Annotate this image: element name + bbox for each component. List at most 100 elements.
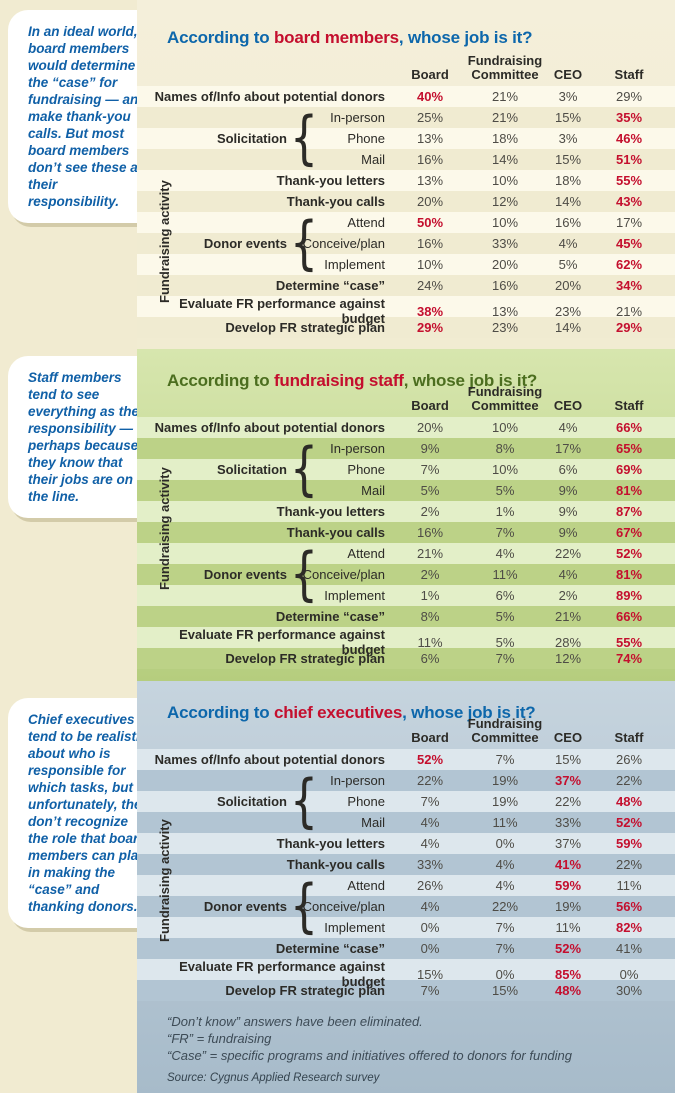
row-label: Thank-you calls [286, 525, 385, 540]
value-cell: 5% [495, 609, 515, 624]
value-cell: 17% [615, 215, 643, 230]
title-subject: fundraising staff [273, 371, 404, 391]
value-cell: 20% [416, 194, 444, 209]
row-label: Thank-you letters [276, 504, 385, 519]
value-cell: 21% [416, 546, 444, 561]
value-cell: 51% [615, 152, 643, 167]
value-cell: 20% [416, 420, 444, 435]
row-label: In-person [330, 110, 385, 125]
value-cell: 22% [615, 857, 643, 872]
value-cell: 0% [619, 966, 639, 982]
row-label: Attend [347, 878, 385, 893]
table-row: Conceive/plan 4% 22% 19% 56% [137, 896, 675, 917]
value-cell: 52% [416, 752, 444, 767]
row-label: Evaluate FR performance against budget [179, 959, 385, 989]
column-header-board: Board [411, 67, 449, 82]
value-cell: 4% [420, 815, 440, 830]
panel-title: According to fundraising staff, whose jo… [167, 371, 537, 391]
footnote-line: “Case” = specific programs and initiativ… [167, 1048, 573, 1063]
value-cell: 4% [558, 420, 578, 435]
row-label: Implement [324, 588, 385, 603]
value-cell: 14% [554, 320, 582, 335]
value-cell: 28% [554, 634, 582, 650]
table-row: Implement 0% 7% 11% 82% [137, 917, 675, 938]
value-cell: 16% [416, 236, 444, 251]
value-cell: 22% [491, 899, 519, 914]
value-cell: 13% [491, 303, 519, 319]
value-cell: 11% [555, 920, 581, 935]
value-cell: 15% [554, 752, 582, 767]
table-row: Attend 21% 4% 22% 52% [137, 543, 675, 564]
value-cell: 21% [491, 89, 519, 104]
row-label: Phone [347, 794, 385, 809]
value-cell: 22% [554, 546, 582, 561]
value-cell: 66% [615, 609, 643, 624]
row-label: Conceive/plan [302, 899, 385, 914]
value-cell: 8% [420, 609, 440, 624]
value-cell: 21% [615, 303, 643, 319]
table-row: Names of/Info about potential donors 20% 1… [137, 417, 675, 438]
value-cell: 0% [495, 966, 515, 982]
table-row: Attend 50% 10% 16% 17% [137, 212, 675, 233]
table-row: Develop FR strategic plan 6% 7% 12% 74% [137, 648, 675, 669]
column-header-fundraising-committee: Fundraising Committee [467, 384, 543, 413]
value-cell: 26% [615, 752, 643, 767]
column-header-staff: Staff [614, 730, 644, 745]
value-cell: 40% [416, 89, 444, 104]
value-cell: 6% [558, 462, 578, 477]
value-cell: 7% [495, 525, 515, 540]
value-cell: 2% [558, 588, 578, 603]
footnote-line: “FR” = fundraising [167, 1031, 272, 1046]
value-cell: 17% [554, 441, 582, 456]
value-cell: 13% [416, 173, 444, 188]
column-header-board: Board [411, 398, 449, 413]
value-cell: 52% [615, 815, 643, 830]
value-cell: 81% [615, 567, 643, 582]
table-row: Determine “case” 24% 16% 20% 34% [137, 275, 675, 296]
row-label: Thank-you letters [276, 836, 385, 851]
value-cell: 81% [615, 483, 643, 498]
row-label: Conceive/plan [302, 236, 385, 251]
row-label: Develop FR strategic plan [225, 651, 385, 666]
value-cell: 7% [420, 794, 440, 809]
row-label: Phone [347, 131, 385, 146]
value-cell: 65% [615, 441, 643, 456]
value-cell: 38% [416, 303, 444, 319]
row-label: In-person [330, 441, 385, 456]
value-cell: 16% [554, 215, 582, 230]
value-cell: 67% [615, 525, 643, 540]
value-cell: 11% [417, 634, 443, 650]
value-cell: 19% [491, 773, 519, 788]
row-label: Names of/Info about potential donors [154, 752, 385, 767]
value-cell: 48% [615, 794, 643, 809]
value-cell: 4% [420, 899, 440, 914]
column-header-fundraising-committee: Fundraising Committee [467, 53, 543, 82]
value-cell: 4% [495, 857, 515, 872]
value-cell: 33% [416, 857, 444, 872]
value-cell: 12% [491, 194, 519, 209]
row-label: Thank-you letters [276, 173, 385, 188]
table-row: Determine “case” 8% 5% 21% 66% [137, 606, 675, 627]
row-label: Evaluate FR performance against budget [179, 296, 385, 326]
panel-fundraising-staff: According to fundraising staff, whose jo… [137, 349, 675, 681]
value-cell: 5% [558, 257, 578, 272]
panel-title: According to board members, whose job is… [167, 28, 532, 48]
row-label: Mail [361, 152, 385, 167]
table-row: Evaluate FR performance against budget 11… [137, 627, 675, 657]
row-label: Mail [361, 815, 385, 830]
value-cell: 23% [491, 320, 519, 335]
row-label: Attend [347, 546, 385, 561]
value-cell: 33% [491, 236, 519, 251]
table-row: Phone 7% 10% 6% 69% [137, 459, 675, 480]
value-cell: 22% [416, 773, 444, 788]
row-label: Determine “case” [275, 941, 385, 956]
value-cell: 10% [491, 420, 519, 435]
column-header-board: Board [411, 730, 449, 745]
column-header-ceo: CEO [553, 398, 583, 413]
value-cell: 0% [495, 836, 515, 851]
source-credit: Source: Cygnus Applied Research survey [167, 1072, 380, 1084]
value-cell: 21% [554, 609, 582, 624]
value-cell: 7% [495, 752, 515, 767]
value-cell: 7% [495, 941, 515, 956]
row-label: Thank-you calls [286, 194, 385, 209]
